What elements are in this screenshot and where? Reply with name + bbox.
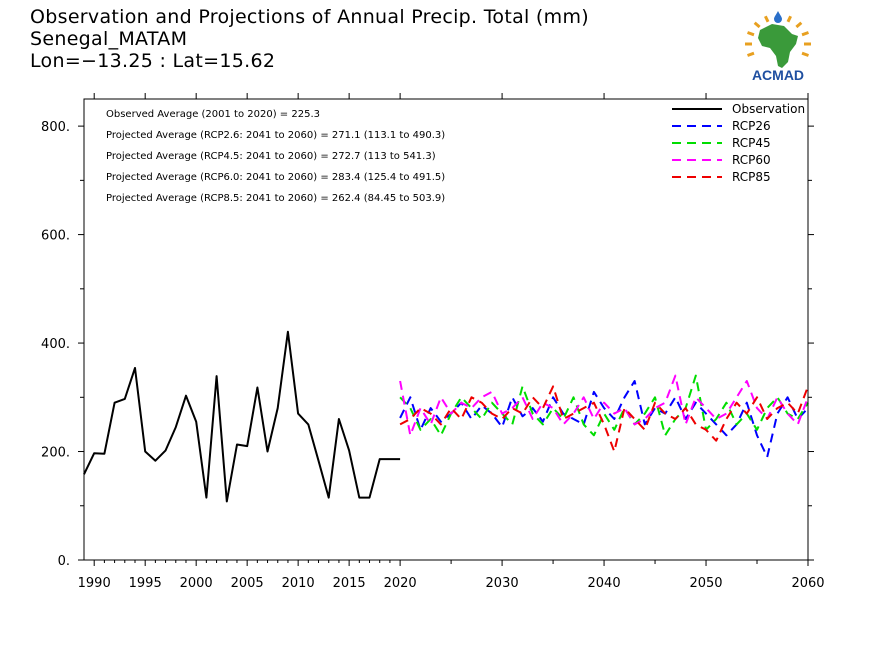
logo-ray xyxy=(795,21,803,29)
chart-title: Observation and Projections of Annual Pr… xyxy=(30,6,589,28)
axes: 0. 200. 400. 600. 800. 1990 1995 2000 2005 2010 20… xyxy=(41,93,825,591)
chart-subtitle-location: Senegal_MATAM xyxy=(30,28,188,50)
annotation-line: Projected Average (RCP4.5: 2041 to 2060)… xyxy=(106,151,436,162)
legend-label: RCP26 xyxy=(732,119,771,133)
logo-ray xyxy=(747,51,755,57)
x-tick-label: 2060 xyxy=(791,576,824,591)
annotation-line: Projected Average (RCP2.6: 2041 to 2060)… xyxy=(106,130,445,141)
annotation-line: Projected Average (RCP6.0: 2041 to 2060)… xyxy=(106,172,445,183)
y-tick-label: 600. xyxy=(41,229,70,244)
series-line-rcp85 xyxy=(399,385,809,453)
legend-label: Observation xyxy=(732,102,805,116)
water-drop-icon xyxy=(774,11,782,23)
logo-ray xyxy=(801,31,809,37)
logo-ray xyxy=(753,21,761,29)
x-tick-label: 2040 xyxy=(588,576,621,591)
annotation-block: Observed Average (2001 to 2020) = 225.3 P… xyxy=(106,109,445,204)
logo-ray xyxy=(786,15,792,23)
chart-subtitle-coordinates: Lon=−13.25 : Lat=15.62 xyxy=(30,50,276,72)
x-tick-label: 2050 xyxy=(689,576,722,591)
y-tick-label: 0. xyxy=(58,554,70,569)
x-tick-label: 1990 xyxy=(78,576,111,591)
series-line-rcp45 xyxy=(399,374,809,437)
annotation-line: Projected Average (RCP8.5: 2041 to 2060)… xyxy=(106,193,445,204)
x-tick-label: 2000 xyxy=(180,576,213,591)
acmad-logo: ACMAD xyxy=(745,11,811,83)
y-tick-label: 400. xyxy=(41,337,70,352)
series-lines xyxy=(83,330,809,503)
plot-frame xyxy=(83,98,809,561)
series-line-observation xyxy=(83,330,401,503)
chart-title-block: Observation and Projections of Annual Pr… xyxy=(30,6,589,72)
legend-label: RCP85 xyxy=(732,170,771,184)
legend-label: RCP45 xyxy=(732,136,771,150)
logo-text: ACMAD xyxy=(752,67,804,83)
x-tick-label: 1995 xyxy=(129,576,162,591)
legend: Observation RCP26 RCP45 RCP60 RCP85 xyxy=(672,102,805,184)
y-tick-label: 800. xyxy=(41,120,70,135)
series-line-rcp60 xyxy=(399,374,809,437)
annotation-line: Observed Average (2001 to 2020) = 225.3 xyxy=(106,109,320,120)
x-tick-label: 2015 xyxy=(333,576,366,591)
africa-shape xyxy=(758,24,798,68)
x-tick-label: 2030 xyxy=(486,576,519,591)
y-tick-label: 200. xyxy=(41,446,70,461)
logo-ray xyxy=(747,31,755,37)
x-tick-label: 2020 xyxy=(384,576,417,591)
x-tick-label: 2010 xyxy=(282,576,315,591)
logo-ray xyxy=(801,51,809,57)
logo-ray xyxy=(764,15,770,23)
legend-label: RCP60 xyxy=(732,153,771,167)
series-line-rcp26 xyxy=(399,380,809,458)
x-tick-label: 2005 xyxy=(231,576,264,591)
